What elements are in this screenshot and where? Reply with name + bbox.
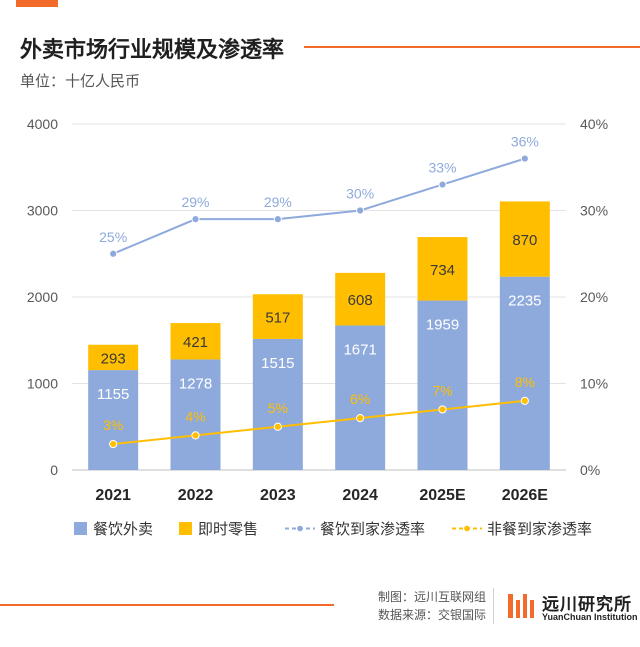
line-value-label: 8% bbox=[515, 374, 535, 390]
x-tick-label: 2024 bbox=[342, 487, 378, 504]
line-value-label: 7% bbox=[432, 382, 452, 398]
line-point bbox=[191, 215, 200, 224]
line-point bbox=[356, 414, 365, 423]
title-underline bbox=[304, 46, 640, 48]
line-point bbox=[438, 405, 447, 414]
bar-food-delivery bbox=[499, 276, 550, 470]
top-accent-bar bbox=[16, 0, 58, 7]
line-point bbox=[273, 215, 282, 224]
x-tick-label: 2021 bbox=[95, 487, 131, 504]
legend-swatch-food-delivery bbox=[74, 522, 87, 535]
bar-instant-retail bbox=[335, 272, 386, 326]
brand-logo-icon bbox=[508, 594, 534, 618]
bar-value-label: 734 bbox=[430, 262, 455, 279]
bar-value-label: 421 bbox=[183, 334, 208, 351]
bar-food-delivery bbox=[88, 370, 139, 470]
bar-value-label: 1959 bbox=[426, 317, 459, 334]
legend-swatch-instant-retail bbox=[179, 522, 193, 535]
footer-divider bbox=[493, 588, 494, 624]
y2-tick-label: 0% bbox=[580, 462, 600, 478]
y-tick-label: 3000 bbox=[27, 203, 58, 219]
chart-canvas: 0 1000 2000 3000 4000 0% 10% 20% 30% 40% 2021 2022 2… bbox=[27, 116, 608, 504]
bar-instant-retail bbox=[252, 294, 303, 339]
bar-food-delivery bbox=[252, 338, 303, 470]
line-food-penetration bbox=[112, 157, 526, 255]
brand-name-en: YuanChuan Institution bbox=[542, 612, 638, 622]
y-tick-label: 1000 bbox=[27, 376, 58, 392]
line-value-label: 36% bbox=[511, 134, 539, 150]
line-value-label: 4% bbox=[185, 408, 205, 424]
chart-legend: 餐饮外卖 即时零售 餐饮到家渗透率 非餐到家渗透率 bbox=[74, 518, 618, 539]
legend-label-food-delivery: 餐饮外卖 bbox=[93, 521, 154, 538]
y-tick-label: 0 bbox=[50, 462, 58, 478]
line-point bbox=[356, 206, 365, 215]
bar-value-label: 608 bbox=[348, 292, 373, 309]
line-point bbox=[109, 439, 118, 449]
bar-instant-retail bbox=[88, 344, 139, 371]
line-point bbox=[520, 154, 529, 163]
legend-line-nonfood-penetration bbox=[452, 525, 483, 532]
bar-food-delivery bbox=[417, 300, 468, 470]
credit-made-by: 制图：远川互联网组 bbox=[378, 590, 487, 604]
legend-item-food-penetration: 餐饮到家渗透率 bbox=[284, 518, 425, 539]
y2-tick-label: 10% bbox=[580, 376, 608, 392]
line-value-label: 5% bbox=[268, 400, 288, 416]
x-tick-label: 2023 bbox=[260, 487, 296, 504]
legend-label-instant-retail: 即时零售 bbox=[198, 521, 259, 538]
bar-instant-retail bbox=[499, 201, 550, 277]
legend-line-food-penetration bbox=[285, 525, 316, 532]
y2-tick-label: 20% bbox=[580, 289, 608, 305]
x-tick-label: 2025E bbox=[419, 487, 466, 504]
y2-tick-label: 40% bbox=[580, 116, 608, 132]
unit-label: 单位：十亿人民币 bbox=[20, 73, 141, 90]
line-value-label: 6% bbox=[350, 391, 370, 407]
bar-value-label: 1278 bbox=[179, 375, 212, 392]
bar-value-label: 2235 bbox=[508, 293, 541, 310]
bar-value-label: 870 bbox=[512, 232, 537, 249]
bar-food-delivery bbox=[170, 359, 221, 470]
line-value-label: 29% bbox=[264, 194, 292, 210]
line-value-label: 3% bbox=[103, 417, 123, 433]
bar-value-label: 1155 bbox=[97, 386, 129, 403]
line-point bbox=[520, 396, 529, 405]
x-tick-label: 2026E bbox=[502, 487, 549, 504]
legend-label-food-penetration: 餐饮到家渗透率 bbox=[320, 521, 426, 538]
line-nonfood-penetration bbox=[113, 399, 525, 446]
x-tick-label: 2022 bbox=[178, 487, 214, 504]
bar-value-label: 517 bbox=[265, 310, 290, 327]
line-point bbox=[438, 180, 447, 189]
bar-food-delivery bbox=[335, 325, 386, 470]
footer-accent-line bbox=[0, 604, 334, 606]
y-tick-label: 2000 bbox=[27, 289, 58, 305]
bar-instant-retail bbox=[417, 237, 468, 301]
y-tick-label: 4000 bbox=[27, 116, 58, 132]
line-value-label: 25% bbox=[99, 229, 127, 245]
y2-tick-label: 30% bbox=[580, 203, 608, 219]
bar-value-label: 1671 bbox=[343, 341, 376, 358]
legend-item-nonfood-penetration: 非餐到家渗透率 bbox=[451, 518, 592, 539]
line-point bbox=[273, 422, 282, 431]
line-value-label: 29% bbox=[181, 194, 209, 210]
line-point bbox=[109, 249, 118, 258]
credits: 制图：远川互联网组 数据来源：交银国际 bbox=[378, 588, 486, 624]
bar-value-label: 1515 bbox=[261, 355, 294, 372]
brand-name: 远川研究所 bbox=[542, 595, 632, 614]
legend-item-instant-retail: 即时零售 bbox=[179, 518, 258, 539]
legend-item-food-delivery: 餐饮外卖 bbox=[74, 518, 153, 539]
credit-source: 数据来源：交银国际 bbox=[378, 608, 487, 622]
chart-title: 外卖市场行业规模及渗透率 bbox=[20, 37, 285, 62]
line-point bbox=[191, 431, 200, 440]
line-value-label: 30% bbox=[346, 186, 374, 202]
bar-instant-retail bbox=[170, 323, 221, 360]
line-value-label: 33% bbox=[428, 160, 456, 176]
legend-label-nonfood-penetration: 非餐到家渗透率 bbox=[487, 521, 593, 538]
bar-value-label: 293 bbox=[101, 350, 126, 367]
